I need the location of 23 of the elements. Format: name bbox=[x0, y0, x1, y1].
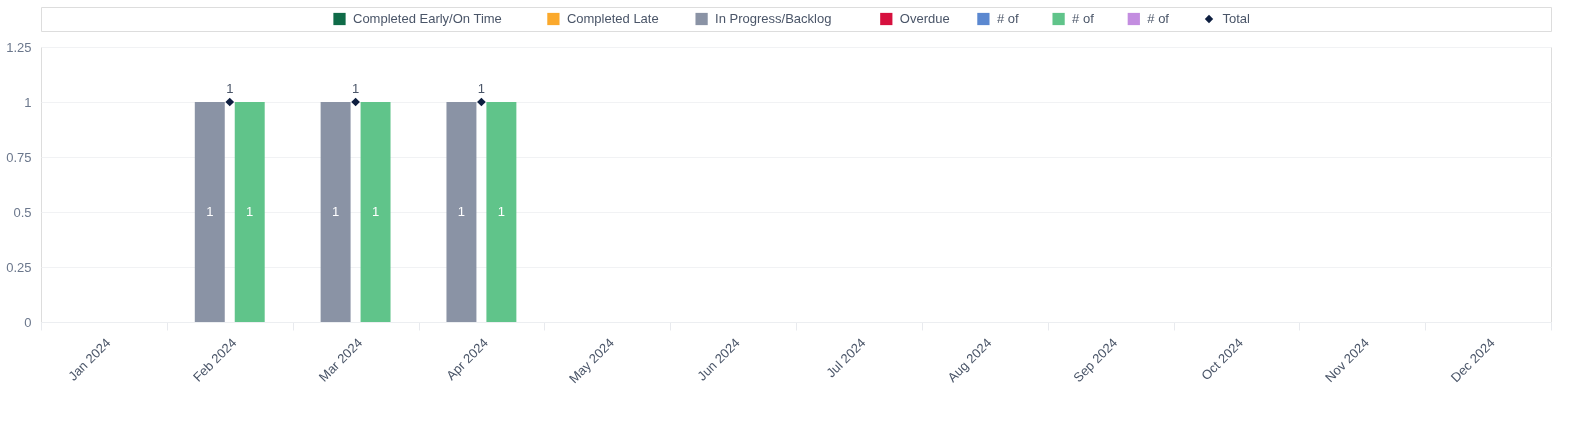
legend-label: In Progress/Backlog bbox=[715, 11, 832, 26]
data-label: 1 bbox=[351, 81, 360, 96]
legend-label: # of bbox=[996, 11, 1019, 26]
legend-label: # of bbox=[1147, 11, 1170, 26]
data-label: 1 bbox=[477, 81, 486, 96]
data-label: 1 bbox=[206, 204, 214, 219]
y-tick-label: 0.75 bbox=[6, 149, 32, 165]
data-label: 1 bbox=[331, 204, 340, 219]
legend-label: Completed Early/On Time bbox=[353, 11, 502, 26]
data-label: 1 bbox=[497, 204, 506, 219]
y-tick-label: 1.25 bbox=[6, 39, 32, 55]
data-label: 1 bbox=[246, 204, 254, 219]
legend-label: Total bbox=[1222, 11, 1251, 26]
legend-label: Overdue bbox=[899, 11, 950, 26]
y-tick-label: 0 bbox=[24, 314, 32, 330]
data-label: 1 bbox=[457, 204, 466, 219]
legend-label: Completed Late bbox=[566, 11, 659, 26]
data-label: 1 bbox=[371, 204, 380, 219]
y-tick-label: 0.5 bbox=[13, 204, 32, 220]
data-label: 1 bbox=[226, 81, 234, 96]
y-tick-label: 0.25 bbox=[6, 259, 32, 275]
legend-label: # of bbox=[1072, 11, 1095, 26]
y-tick-label: 1 bbox=[24, 94, 32, 110]
